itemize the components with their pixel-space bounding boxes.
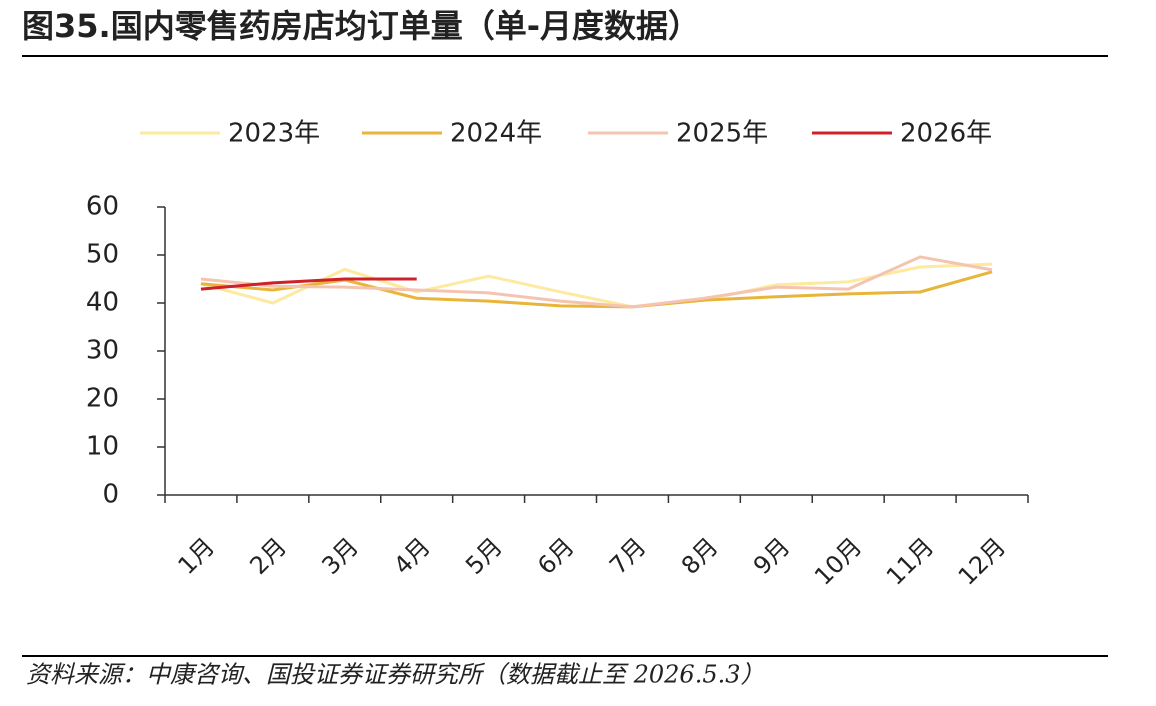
series-line [200, 255, 993, 309]
x-tick-label: 2月 [244, 532, 292, 580]
x-tick-label: 12月 [953, 532, 1011, 590]
y-tick-label: 40 [86, 288, 119, 318]
x-tick-label: 10月 [809, 532, 867, 590]
legend-label: 2024年 [450, 119, 542, 149]
x-tick-label: 8月 [676, 532, 724, 580]
x-tick-label: 5月 [460, 532, 508, 580]
legend-label: 2023年 [228, 119, 320, 149]
legend-label: 2025年 [676, 119, 768, 149]
source: 资料来源：中康咨询、国投证券证券研究所（数据截止至 2026.5.3） [26, 661, 765, 689]
legend-label: 2026年 [900, 119, 992, 149]
y-tick-label: 60 [86, 192, 119, 222]
y-tick-label: 30 [86, 336, 119, 366]
y-tick-label: 50 [86, 240, 119, 270]
chart-title: 图35.国内零售药房店均订单量（单-月度数据） [22, 7, 700, 45]
x-tick-label: 9月 [748, 532, 796, 580]
series-line [200, 270, 993, 309]
x-tick-label: 7月 [604, 532, 652, 580]
y-tick-label: 0 [102, 480, 119, 510]
x-tick-label: 6月 [532, 532, 580, 580]
y-tick-label: 10 [86, 432, 119, 462]
series-line [200, 262, 993, 309]
x-tick-label: 4月 [388, 532, 436, 580]
x-tick-label: 11月 [881, 532, 939, 590]
x-tick-label: 1月 [173, 532, 221, 580]
x-tick-label: 3月 [316, 532, 364, 580]
y-tick-label: 20 [86, 384, 119, 414]
series-line [200, 277, 417, 291]
